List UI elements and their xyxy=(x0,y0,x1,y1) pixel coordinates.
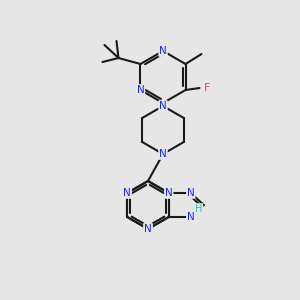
Text: N: N xyxy=(123,188,131,198)
Text: N: N xyxy=(187,188,195,198)
Text: N: N xyxy=(187,212,195,222)
Text: N: N xyxy=(165,188,173,198)
Text: N: N xyxy=(159,149,167,159)
Text: N: N xyxy=(159,101,167,111)
Text: N: N xyxy=(159,46,167,56)
Text: H: H xyxy=(195,204,202,214)
Text: N: N xyxy=(144,224,152,234)
Text: F: F xyxy=(204,83,211,93)
Text: N: N xyxy=(144,224,152,234)
Text: N: N xyxy=(136,85,144,95)
